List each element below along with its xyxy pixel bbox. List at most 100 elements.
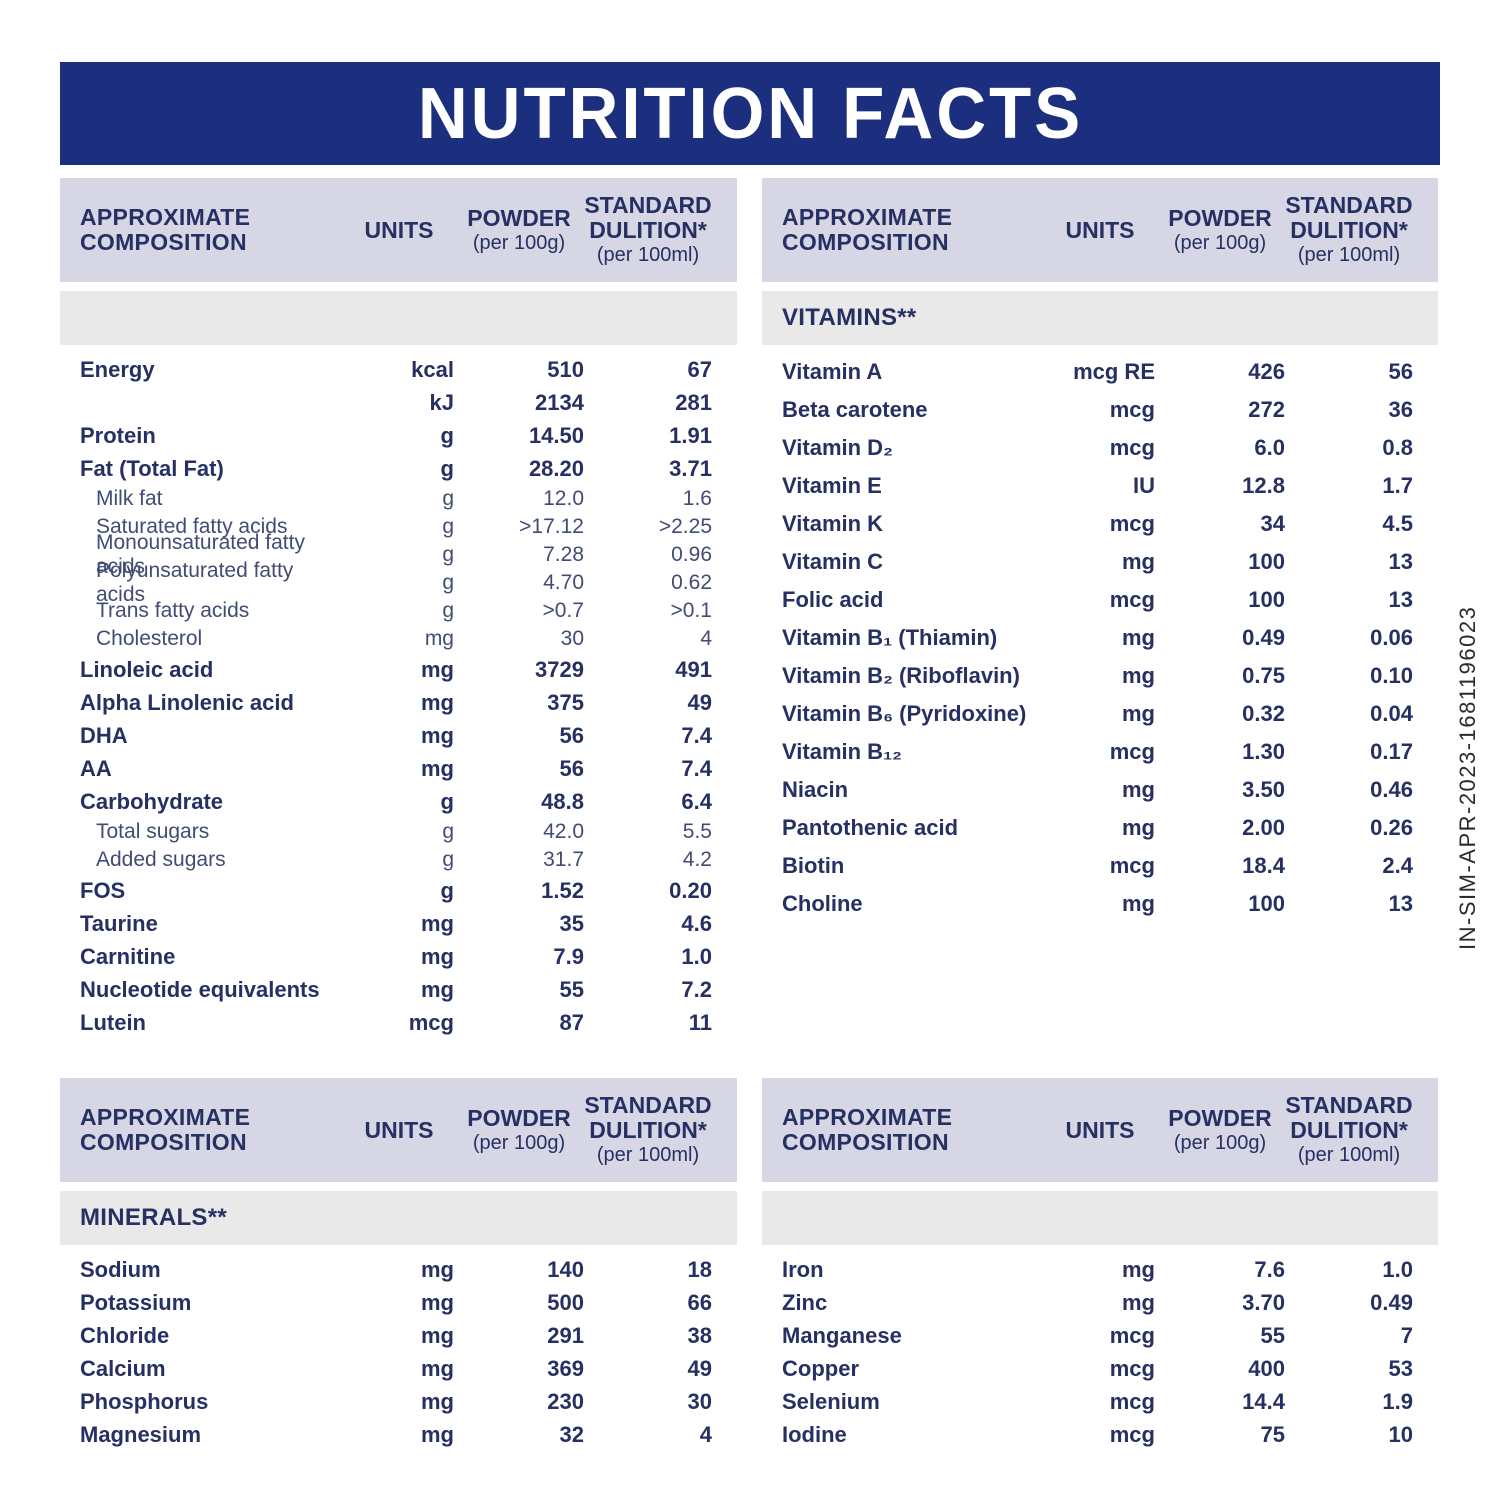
row-dilution-value: 38: [687, 1322, 712, 1348]
row-label: Monounsaturated fatty acids: [96, 531, 305, 578]
row-dilution-value: 0.96: [671, 543, 712, 566]
table-row: Milk fat g 12.0 1.6: [80, 485, 712, 513]
row-dilution-value: 4.6: [681, 910, 712, 936]
row-units: mcg: [1109, 587, 1155, 612]
row-powder-value: 6.0: [1254, 435, 1285, 460]
row-units: mg: [421, 1256, 454, 1282]
row-units: g: [442, 487, 454, 510]
row-dilution-value: 13: [1388, 549, 1413, 574]
table-row: Vitamin D₂ mcg 6.0 0.8: [782, 429, 1413, 467]
row-powder-value: 3.50: [1242, 777, 1285, 802]
row-units: mg: [421, 976, 454, 1002]
table-main-composition: APPROXIMATE COMPOSITION UNITS POWDER (pe…: [60, 178, 737, 1039]
table-row: Folic acid mcg 100 13: [782, 581, 1413, 619]
row-dilution-value: 1.7: [1382, 473, 1413, 498]
dilution-label-line2: DULITION*: [1290, 217, 1408, 244]
dilution-label-line2: DULITION*: [589, 1117, 707, 1144]
row-dilution-value: 66: [687, 1289, 712, 1315]
row-powder-value: 7.6: [1254, 1256, 1285, 1282]
row-dilution-value: 1.9: [1382, 1388, 1413, 1414]
column-header-units: UNITS: [364, 216, 434, 243]
dilution-sub-label: (per 100ml): [1297, 1144, 1401, 1167]
table-vitamins: APPROXIMATE COMPOSITION UNITS POWDER (pe…: [762, 178, 1438, 923]
row-dilution-value: 7.4: [681, 755, 712, 781]
table-row: Vitamin E IU 12.8 1.7: [782, 467, 1413, 505]
row-dilution-value: 4.5: [1382, 511, 1413, 536]
table-row: Nucleotide equivalents mg 55 7.2: [80, 973, 712, 1006]
table-row: Potassium mg 500 66: [80, 1286, 712, 1319]
section-band: [60, 291, 737, 345]
powder-sub-label: (per 100g): [1173, 231, 1267, 254]
table-row: Beta carotene mcg 272 36: [782, 391, 1413, 429]
row-units: mg: [1122, 701, 1155, 726]
table-header: APPROXIMATE COMPOSITION UNITS POWDER (pe…: [60, 1078, 737, 1182]
table-row: Taurine mg 35 4.6: [80, 907, 712, 940]
row-label: Beta carotene: [782, 397, 928, 422]
row-label: Iron: [782, 1256, 824, 1282]
row-powder-value: 55: [1260, 1322, 1285, 1348]
row-dilution-value: 5.5: [682, 820, 712, 843]
row-dilution-value: 0.8: [1382, 435, 1413, 460]
table-row: Manganese mcg 55 7: [782, 1319, 1413, 1352]
table-row: Selenium mcg 14.4 1.9: [782, 1385, 1413, 1418]
row-label: Pantothenic acid: [782, 815, 959, 840]
table-row: Vitamin C mg 100 13: [782, 543, 1413, 581]
table-row: Vitamin B₁₂ mcg 1.30 0.17: [782, 733, 1413, 771]
row-label: FOS: [80, 877, 126, 903]
table-body: Sodium mg 140 18 Potassium mg 500 66 Chloride mg 2…: [60, 1245, 737, 1451]
batch-code-vertical: IN-SIM-APR-2023-1681196023: [1455, 605, 1480, 950]
column-header-composition: APPROXIMATE COMPOSITION: [782, 1104, 953, 1155]
row-powder-value: 100: [1248, 587, 1285, 612]
row-units: mg: [1122, 891, 1155, 916]
table-row: Energy kcal 510 67: [80, 353, 712, 386]
section-band-minerals: MINERALS**: [60, 1191, 737, 1245]
row-dilution-value: 0.04: [1370, 701, 1413, 726]
row-units: mg: [1122, 1289, 1155, 1315]
row-units: mcg RE: [1073, 359, 1155, 384]
row-label: Potassium: [80, 1289, 192, 1315]
dilution-sub-label: (per 100ml): [596, 1144, 700, 1167]
row-dilution-value: 13: [1388, 587, 1413, 612]
row-units: mcg: [1109, 739, 1155, 764]
powder-label: POWDER: [1168, 1104, 1272, 1131]
row-powder-value: 35: [559, 910, 584, 936]
row-label: Polyunsaturated fatty acids: [96, 559, 294, 606]
table-minerals: APPROXIMATE COMPOSITION UNITS POWDER (pe…: [60, 1078, 737, 1451]
row-label: Vitamin B₆ (Pyridoxine): [782, 701, 1027, 726]
row-dilution-value: 36: [1388, 397, 1413, 422]
row-label: Total sugars: [96, 820, 210, 843]
row-dilution-value: 7.2: [681, 976, 712, 1002]
page-title: NUTRITION FACTS: [417, 73, 1083, 154]
row-dilution-value: 0.46: [1370, 777, 1413, 802]
row-powder-value: 0.32: [1242, 701, 1285, 726]
table-row: Vitamin B₁ (Thiamin) mg 0.49 0.06: [782, 619, 1413, 657]
row-units: mg: [421, 755, 454, 781]
table-row: Polyunsaturated fatty acids g 4.70 0.62: [80, 559, 712, 606]
row-powder-value: 369: [547, 1355, 584, 1381]
row-label: Vitamin C: [782, 549, 884, 574]
dilution-label-line1: STANDARD: [1285, 192, 1413, 219]
row-units: mg: [1122, 1256, 1155, 1282]
row-units: mcg: [1109, 1388, 1155, 1414]
row-units: mg: [1122, 549, 1155, 574]
table-row: Biotin mcg 18.4 2.4: [782, 847, 1413, 885]
table-row: Calcium mg 369 49: [80, 1352, 712, 1385]
row-label: DHA: [80, 722, 128, 748]
row-powder-value: 32: [559, 1421, 584, 1447]
row-label: Vitamin E: [782, 473, 882, 498]
row-dilution-value: 1.0: [681, 943, 712, 969]
row-label: AA: [80, 755, 112, 781]
row-label: Vitamin A: [782, 359, 883, 384]
row-dilution-value: 4: [700, 627, 712, 650]
column-header-composition: APPROXIMATE COMPOSITION: [80, 204, 251, 255]
row-powder-value: 12.8: [1242, 473, 1285, 498]
row-powder-value: 28.20: [528, 455, 584, 481]
row-units: mcg: [1109, 1322, 1155, 1348]
row-dilution-value: 49: [687, 689, 712, 715]
table-row: Fat (Total Fat) g 28.20 3.71: [80, 452, 712, 485]
row-label: Zinc: [782, 1289, 828, 1315]
row-units: mg: [421, 1322, 454, 1348]
table-row: Copper mcg 400 53: [782, 1352, 1413, 1385]
row-units: g: [440, 422, 454, 448]
